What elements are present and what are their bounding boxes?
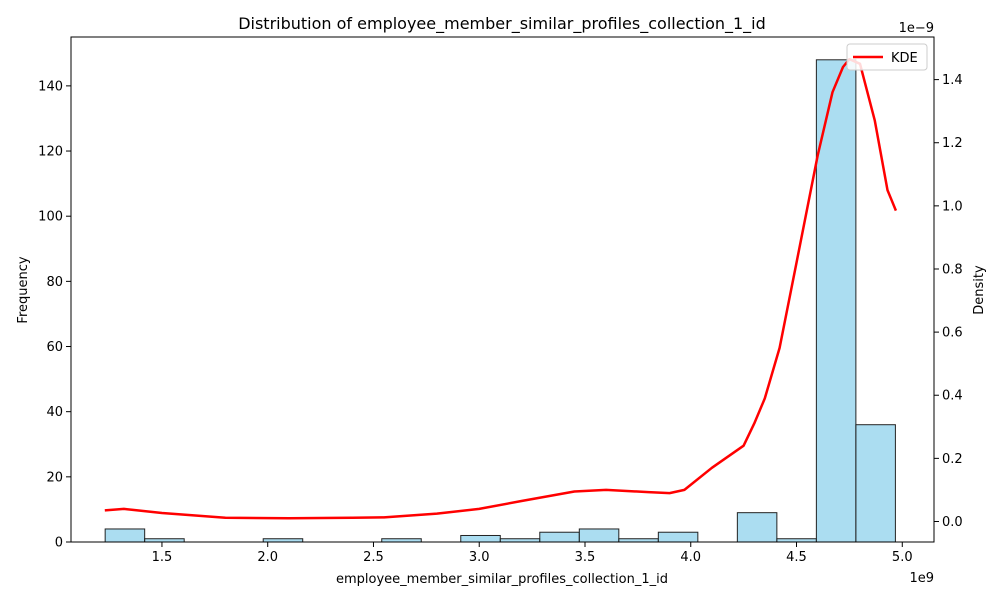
- y2-tick-label: 1.4: [942, 73, 963, 88]
- y-tick-label: 140: [38, 79, 63, 94]
- histogram-bar: [460, 534, 501, 543]
- x-offset-label: 1e9: [909, 571, 934, 586]
- y-tick-label: 100: [38, 210, 63, 225]
- axes-frame: [70, 36, 935, 543]
- y2-axis-label: Density: [972, 265, 987, 315]
- legend-box: [846, 43, 928, 71]
- y-axis-ticks: 0 20 40 60 80 100 120 140: [38, 79, 71, 551]
- x-tick-label: 5.0: [892, 550, 913, 565]
- histogram-bar: [736, 512, 778, 543]
- histogram-bar: [657, 531, 699, 543]
- x-tick-label: 2.0: [257, 550, 278, 565]
- y-axis-label: Frequency: [16, 256, 31, 323]
- y-tick-label: 80: [46, 275, 63, 290]
- x-tick-label: 3.5: [575, 550, 596, 565]
- x-tick-label: 4.5: [786, 550, 807, 565]
- y2-tick-label: 1.2: [942, 136, 963, 151]
- y-tick-label: 40: [46, 405, 63, 420]
- x-tick-label: 2.5: [363, 550, 384, 565]
- y2-offset-label: 1e−9: [899, 21, 934, 36]
- x-tick-label: 4.0: [680, 550, 701, 565]
- y2-axis-ticks: 0.0 0.2 0.4 0.6 0.8 1.0 1.2 1.4: [934, 73, 963, 530]
- x-tick-label: 3.0: [469, 550, 490, 565]
- legend-kde-label: KDE: [891, 51, 918, 66]
- histogram-bar: [855, 424, 896, 543]
- x-axis-label: employee_member_similar_profiles_collect…: [336, 572, 668, 587]
- y2-tick-label: 0.8: [942, 262, 963, 277]
- y-tick-label: 120: [38, 145, 63, 160]
- legend: KDE: [846, 43, 928, 71]
- x-tick-label: 1.5: [152, 550, 173, 565]
- chart-title: Distribution of employee_member_similar_…: [238, 14, 766, 34]
- y2-tick-label: 1.0: [942, 199, 963, 214]
- kde-line: [104, 57, 898, 520]
- histogram-bar: [539, 531, 580, 543]
- y-tick-label: 60: [46, 340, 63, 355]
- y-tick-label: 20: [46, 470, 63, 485]
- y2-tick-label: 0.2: [942, 452, 963, 467]
- x-axis-ticks: 1.5 2.0 2.5 3.0 3.5 4.0 4.5 5.0: [152, 542, 913, 565]
- y2-tick-label: 0.0: [942, 515, 963, 530]
- histogram-bars: [104, 59, 896, 543]
- histogram-bar: [815, 59, 857, 543]
- y-tick-label: 0: [55, 536, 63, 551]
- kde-layer: [104, 57, 898, 520]
- histogram-bar: [104, 528, 146, 543]
- histogram-bar: [578, 528, 620, 543]
- y2-tick-label: 0.6: [942, 326, 963, 341]
- y2-tick-label: 0.4: [942, 389, 963, 404]
